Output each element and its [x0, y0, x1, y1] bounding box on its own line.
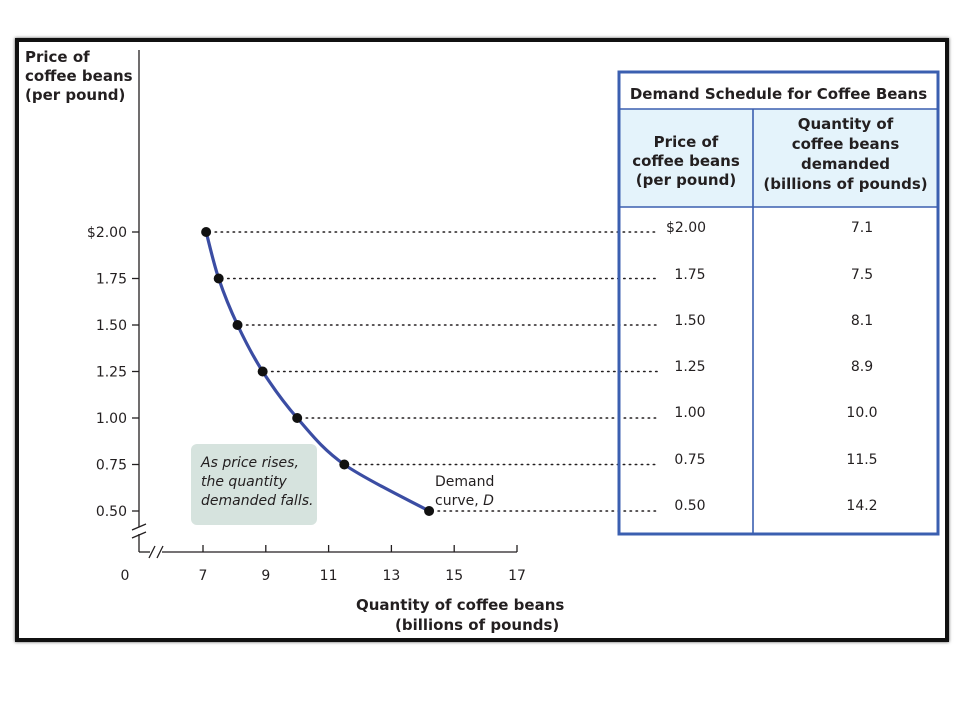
y-tick-label: 0.75 [96, 458, 127, 474]
x-axis-title-line2: (billions of pounds) [395, 616, 559, 634]
table-quantity-cell: 7.5 [851, 267, 873, 283]
table-price-cell: 0.50 [674, 498, 705, 514]
callout-box [191, 444, 317, 525]
axes [131, 50, 518, 559]
y-tick-label: 1.75 [96, 272, 127, 288]
demand-chart: $2.00 1.75 1.50 1.25 1.00 0.75 0.50 0 7 9 11 13 15 17… [25, 48, 940, 634]
table-price-cell: 1.75 [674, 267, 705, 283]
data-point [257, 366, 268, 377]
demand-curve-group [201, 227, 435, 516]
y-axis-title-line: coffee beans [25, 67, 133, 85]
data-point [424, 506, 435, 516]
axis-labels: $2.00 1.75 1.50 1.25 1.00 0.75 0.50 0 7 9 11 13 15 17… [25, 48, 564, 634]
table-quantity-cell: 7.1 [851, 220, 873, 236]
y-tick-label: $2.00 [87, 225, 127, 241]
y-tick-label: 1.00 [96, 411, 127, 427]
x-tick-label: 7 [199, 568, 208, 584]
callout-text-line: demanded falls. [201, 493, 313, 509]
y-tick-label: 1.50 [96, 318, 127, 334]
curve-label-prefix: curve, [435, 493, 483, 509]
dotted-guide-lines [214, 231, 660, 512]
table-header-bg [619, 109, 938, 207]
annotations: Demand curve, D As price rises, the quantit… [191, 444, 494, 525]
table-price-cell: 1.25 [674, 359, 705, 375]
data-point [201, 227, 212, 237]
curve-label-line1: Demand [435, 474, 494, 490]
x-tick-label: 17 [508, 568, 526, 584]
y-tick-label: 1.25 [96, 365, 127, 381]
data-point [213, 273, 224, 284]
curve-label-italic: D [483, 493, 494, 509]
curve-label-line2: curve, D [435, 493, 494, 509]
figure-frame: $2.00 1.75 1.50 1.25 1.00 0.75 0.50 0 7 9 11 13 15 17… [15, 38, 949, 642]
y-tick-label: 0.50 [96, 504, 127, 520]
x-tick-label: 11 [320, 568, 338, 584]
table-quantity-cell: 10.0 [846, 405, 877, 421]
table-quantity-cell: 8.9 [851, 359, 873, 375]
x-tick-label: 15 [445, 568, 463, 584]
table-col2-header-line: (billions of pounds) [763, 175, 927, 193]
data-point [232, 320, 243, 330]
callout-text-line: As price rises, [200, 455, 299, 471]
x-tick-label: 13 [382, 568, 400, 584]
table-col1-header-line: Price of [654, 133, 719, 151]
table-quantity-cell: 8.1 [851, 313, 873, 329]
table-price-cell: 1.00 [674, 405, 705, 421]
table-title: Demand Schedule for Coffee Beans [630, 85, 927, 103]
x-axis-break-mark [148, 545, 164, 559]
table-price-cell: 1.50 [674, 313, 705, 329]
x-tick-label: 0 [121, 568, 130, 584]
table-quantity-cell: 14.2 [846, 498, 877, 514]
callout-text-line: the quantity [201, 474, 288, 490]
table-price-cell: $2.00 [666, 220, 706, 236]
y-axis-title-line: (per pound) [25, 86, 125, 104]
table-col2-header-line: demanded [801, 155, 890, 173]
table-col2-header-line: Quantity of [798, 115, 894, 133]
x-axis-title-line1: Quantity of coffee beans [356, 596, 564, 614]
data-point [339, 459, 350, 470]
y-axis-title: Price of coffee beans (per pound) [25, 48, 133, 104]
table-col2-header-line: coffee beans [792, 135, 900, 153]
y-axis-title-line: Price of [25, 48, 90, 66]
data-point [292, 413, 303, 423]
demand-schedule-table: Demand Schedule for Coffee Beans Price of… [617, 70, 940, 536]
table-border [617, 70, 940, 536]
table-quantity-cell: 11.5 [846, 452, 877, 468]
table-price-cell: 0.75 [674, 452, 705, 468]
x-tick-label: 9 [261, 568, 270, 584]
table-col1-header-line: (per pound) [636, 171, 736, 189]
table-col1-header-line: coffee beans [632, 152, 740, 170]
